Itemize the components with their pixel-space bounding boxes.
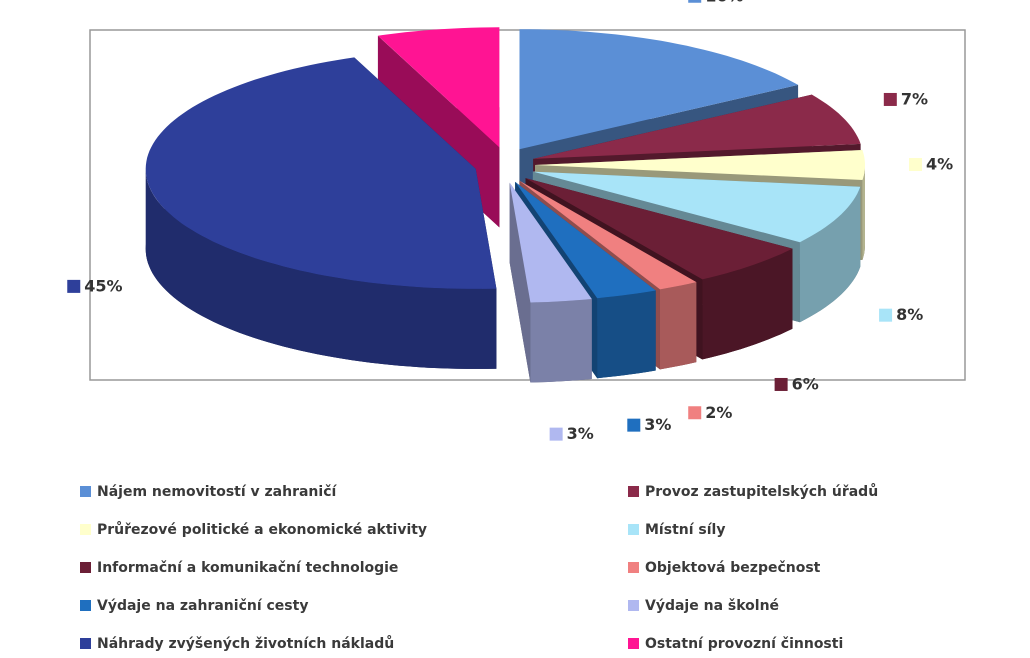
data-label: 8% (896, 305, 923, 324)
legend-swatch (80, 600, 91, 611)
slice-top (533, 94, 861, 159)
data-label-key (67, 279, 81, 293)
legend-label: Průřezové politické a ekonomické aktivit… (97, 521, 427, 538)
slice-radial-wall (509, 182, 531, 383)
legend-label: Náhrady zvýšených životních nákladů (97, 635, 394, 652)
data-label-key (883, 92, 897, 106)
slice-top (519, 29, 799, 150)
legend-swatch (80, 638, 91, 649)
slice-outer-wall (799, 186, 861, 323)
legend-swatch (628, 486, 639, 497)
data-label: 3% (567, 424, 594, 443)
legend-label: Výdaje na školné (645, 598, 779, 614)
legend-label: Informační a komunikační technologie (97, 560, 398, 576)
slice-top (145, 57, 497, 289)
slice-outer-wall (702, 248, 793, 360)
data-label: 16% (705, 0, 743, 5)
legend-label: Místní síly (645, 522, 725, 538)
legend-swatch (80, 486, 91, 497)
data-label: 7% (901, 89, 928, 108)
slice-top (515, 181, 656, 299)
slice-top (525, 178, 793, 280)
slice-top (509, 182, 592, 303)
data-label: 45% (84, 276, 122, 295)
legend-swatch (80, 562, 91, 573)
data-label: 6% (792, 374, 819, 393)
legend-label: Provoz zastupitelských úřadů (645, 483, 878, 500)
legend-swatch (628, 524, 639, 535)
legend-label: Nájem nemovitostí v zahraničí (97, 484, 338, 500)
pie-slice (509, 182, 592, 383)
data-label-key (688, 0, 702, 3)
legend-swatch (628, 562, 639, 573)
legend-swatch (628, 638, 639, 649)
slice-outer-wall (660, 282, 697, 370)
data-label-key (774, 377, 788, 391)
slice-outer-wall (597, 290, 656, 379)
slice-outer-wall (145, 168, 497, 369)
data-label-key (549, 427, 563, 441)
slice-top (535, 150, 865, 180)
slice-outer-wall (530, 299, 592, 383)
legend-swatch (628, 600, 639, 611)
slice-top (532, 171, 861, 243)
legend-label: Výdaje na zahraniční cesty (97, 598, 308, 614)
legend-label: Objektová bezpečnost (645, 560, 821, 576)
data-label: 2% (705, 403, 732, 422)
legend-swatch (80, 524, 91, 535)
data-label: 4% (926, 155, 953, 174)
slice-outer-wall (862, 165, 865, 260)
pie-slice (145, 57, 497, 369)
slice-top (377, 27, 500, 148)
slice-top (519, 180, 697, 290)
data-label-key (879, 308, 893, 322)
legend-label: Ostatní provozní činnosti (645, 636, 843, 652)
data-label-key (688, 406, 702, 420)
data-label: 3% (644, 415, 671, 434)
data-label-key (627, 418, 641, 432)
data-label-key (909, 158, 922, 171)
